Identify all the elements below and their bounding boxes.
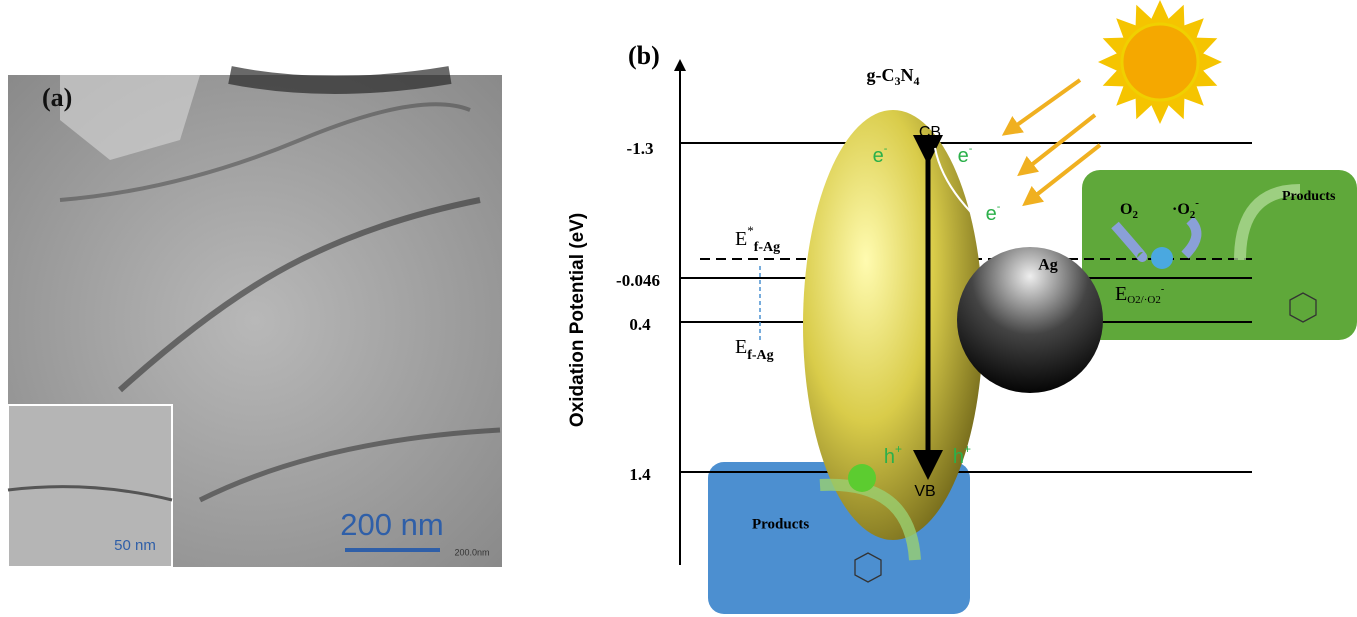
- excited-fermi-label: E*f-Ag: [735, 223, 780, 255]
- level-label: 0.4: [629, 315, 651, 334]
- panel-label: (b): [628, 41, 660, 70]
- vb-label: VB: [914, 483, 935, 500]
- electron-label: e-: [986, 201, 1001, 225]
- light-ray: [1010, 80, 1080, 130]
- semiconductor-label: g-C3N4: [867, 65, 920, 88]
- semiconductor: [803, 110, 983, 540]
- silver-particle: [957, 247, 1103, 393]
- products-label: Products: [752, 516, 809, 532]
- page: {"panel_a": {"label": "(a)", "scale_bar"…: [0, 0, 1357, 617]
- inset-scale-label: 50 nm: [114, 537, 156, 554]
- figure: (a) 200 nm 200.0nm 50 nm (b) Oxidation P…: [0, 0, 1357, 617]
- superoxide-label: ·O2-: [1172, 197, 1199, 221]
- scale-bar-small: 200.0nm: [454, 547, 489, 557]
- level-label: -0.046: [616, 271, 660, 290]
- y-axis-label: Oxidation Potential (eV): [567, 213, 588, 427]
- metal-label: Ag: [1038, 257, 1058, 274]
- hole-label: h+: [953, 442, 971, 468]
- scale-bar-label: 200 nm: [340, 507, 443, 542]
- level-label: 1.4: [629, 465, 651, 484]
- panel-label: (a): [42, 83, 72, 112]
- electron-label: e-: [958, 143, 973, 167]
- products-label: Products: [1282, 189, 1336, 204]
- cb-label: CB: [919, 124, 941, 141]
- level-label: -1.3: [627, 139, 654, 158]
- sun: [1098, 0, 1222, 124]
- active-site: [1151, 247, 1173, 269]
- fermi-label: Ef-Ag: [735, 336, 774, 364]
- active-site: [848, 464, 876, 492]
